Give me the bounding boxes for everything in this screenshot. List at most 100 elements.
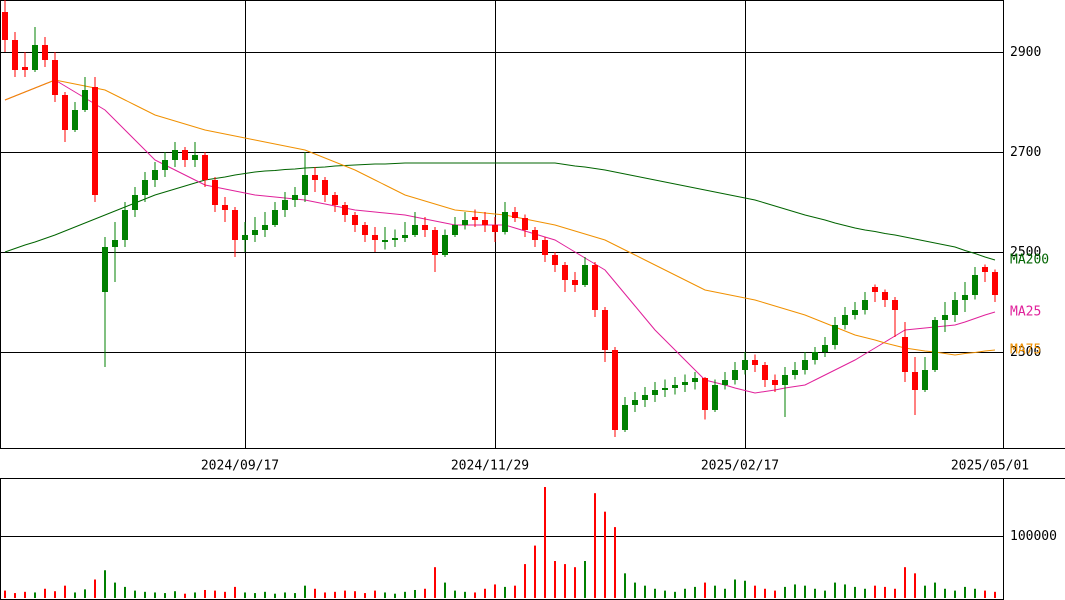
volume-bar [304,585,306,598]
volume-bar [564,564,566,598]
candle-body [832,325,838,345]
candle-body [922,370,928,390]
candle-body [382,240,388,242]
volume-bar [34,592,36,598]
y-tick-label: 2700 [1010,145,1041,160]
candle-body [972,275,978,295]
candle-body [252,230,258,235]
volume-bar [724,588,726,598]
volume-bar [244,592,246,598]
volume-bar [734,579,736,598]
candle-body [422,225,428,230]
volume-bar [954,590,956,598]
candle-body [122,210,128,240]
candle-body [342,205,348,215]
candle-body [212,180,218,205]
candle-body [392,238,398,240]
ma-line [4,162,996,261]
volume-bar [584,561,586,598]
volume-bar [414,589,416,598]
volume-bar [964,586,966,598]
candle-body [12,40,18,70]
candle-body [202,155,208,180]
volume-bar [4,590,6,598]
candle-body [462,220,468,225]
volume-bar [774,590,776,598]
volume-bar [764,588,766,598]
volume-bar [664,590,666,598]
volume-bar [164,593,166,598]
candle-body [112,240,118,247]
candle-body [182,150,188,160]
volume-bar [994,591,996,598]
volume-bar [84,589,86,598]
candle-body [332,195,338,205]
volume-bar [334,591,336,598]
volume-bar [804,585,806,598]
candle-body [802,360,808,370]
volume-bar [354,591,356,598]
ma-line [4,79,996,356]
candle-body [292,195,298,200]
candle-body [52,60,58,95]
legend-label: MA200 [1010,253,1049,268]
candle-body [622,405,628,430]
volume-bar [174,591,176,598]
candle-body [322,180,328,195]
volume-bar [384,592,386,598]
volume-bar [24,591,26,598]
volume-bar [824,590,826,598]
volume-bar [864,588,866,598]
candle-body [652,390,658,395]
candle-body [752,360,758,365]
volume-bar [604,511,606,598]
volume-bar [744,580,746,598]
volume-bar [934,582,936,598]
volume-bar [204,589,206,598]
candle-body [282,200,288,210]
volume-bar [794,584,796,598]
candle-body [102,247,108,292]
candle-body [92,87,98,195]
volume-bar [434,567,436,598]
candle-body [982,267,988,272]
candle-body [142,180,148,195]
candle-body [502,212,508,232]
volume-bar [44,588,46,598]
volume-bar [814,588,816,598]
candle-body [152,170,158,180]
candle-body [542,240,548,255]
volume-bar [594,493,596,598]
volume-bar [494,584,496,598]
candle-body [662,388,668,390]
candle-body [262,225,268,230]
volume-bar [914,573,916,598]
volume-bar [474,592,476,598]
volume-bar [904,567,906,598]
candle-body [952,300,958,315]
candle-body [432,230,438,255]
volume-bar [834,582,836,598]
y-tick-label: 2500 [1010,245,1041,260]
volume-bar [974,588,976,598]
volume-bar [144,591,146,598]
candle-body [742,360,748,370]
volume-bar [364,593,366,598]
volume-bar [324,592,326,598]
candle-body [512,212,518,218]
volume-bar [114,582,116,598]
volume-bar [894,588,896,598]
volume-bar [124,586,126,598]
volume-bar [154,592,156,598]
volume-bar [274,593,276,598]
volume-bar [64,585,66,598]
volume-bar [514,585,516,598]
candle-body [682,382,688,385]
volume-bar [314,588,316,598]
candle-body [352,215,358,225]
candle-body [672,385,678,388]
candle-body [72,110,78,130]
volume-bar [784,586,786,598]
candle-body [582,265,588,285]
